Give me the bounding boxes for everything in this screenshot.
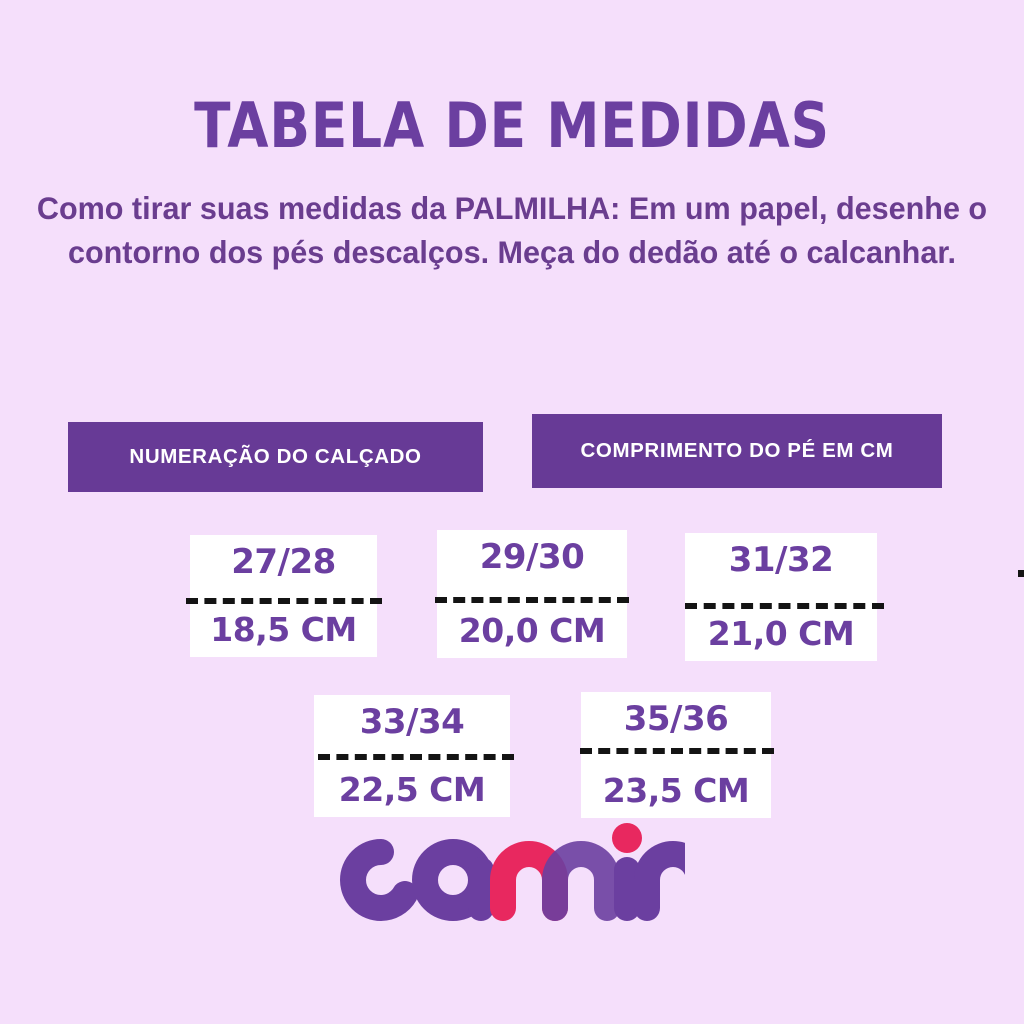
column-header-shoe-size: NUMERAÇÃO DO CALÇADO bbox=[68, 422, 483, 492]
size-card-length: 22,5 CM bbox=[338, 770, 486, 809]
page-title: TABELA DE MEDIDAS bbox=[194, 89, 830, 162]
size-card: 31/32 21,0 CM bbox=[685, 533, 884, 661]
size-card: 35/36 23,5 CM bbox=[580, 692, 774, 818]
logo-letter-i-dot bbox=[612, 823, 642, 853]
size-card-number: 35/36 bbox=[623, 699, 729, 739]
size-card-divider bbox=[580, 748, 774, 754]
size-card-number: 27/28 bbox=[231, 542, 336, 582]
size-card-divider bbox=[186, 598, 382, 604]
edge-dash-fragment bbox=[1018, 570, 1024, 577]
logo-letter-m-arch-purple bbox=[542, 841, 620, 921]
size-card-number: 33/34 bbox=[359, 702, 465, 742]
size-card-number: 29/30 bbox=[479, 537, 585, 577]
size-card-length: 20,0 CM bbox=[458, 611, 606, 650]
size-card-length: 21,0 CM bbox=[707, 614, 855, 653]
logo-letter-n bbox=[634, 841, 685, 921]
column-header-shoe-size-label: NUMERAÇÃO DO CALÇADO bbox=[129, 445, 422, 468]
column-header-foot-length-label: COMPRIMENTO DO PÉ EM CM bbox=[580, 439, 894, 462]
size-card: 33/34 22,5 CM bbox=[314, 695, 514, 817]
size-card-length: 23,5 CM bbox=[602, 771, 750, 810]
size-card-divider bbox=[318, 754, 514, 760]
size-card-length: 18,5 CM bbox=[210, 610, 357, 649]
logo-letter-c bbox=[340, 839, 418, 922]
size-card: 29/30 20,0 CM bbox=[435, 530, 629, 658]
size-card: 27/28 18,5 CM bbox=[186, 535, 382, 657]
size-card-divider bbox=[435, 597, 629, 603]
camin-logo: camin bbox=[335, 822, 685, 930]
measurement-instructions: Como tirar suas medidas da PALMILHA: Em … bbox=[36, 190, 988, 270]
column-header-foot-length: COMPRIMENTO DO PÉ EM CM bbox=[532, 414, 942, 488]
size-card-number: 31/32 bbox=[728, 540, 834, 580]
size-card-divider bbox=[685, 603, 884, 609]
